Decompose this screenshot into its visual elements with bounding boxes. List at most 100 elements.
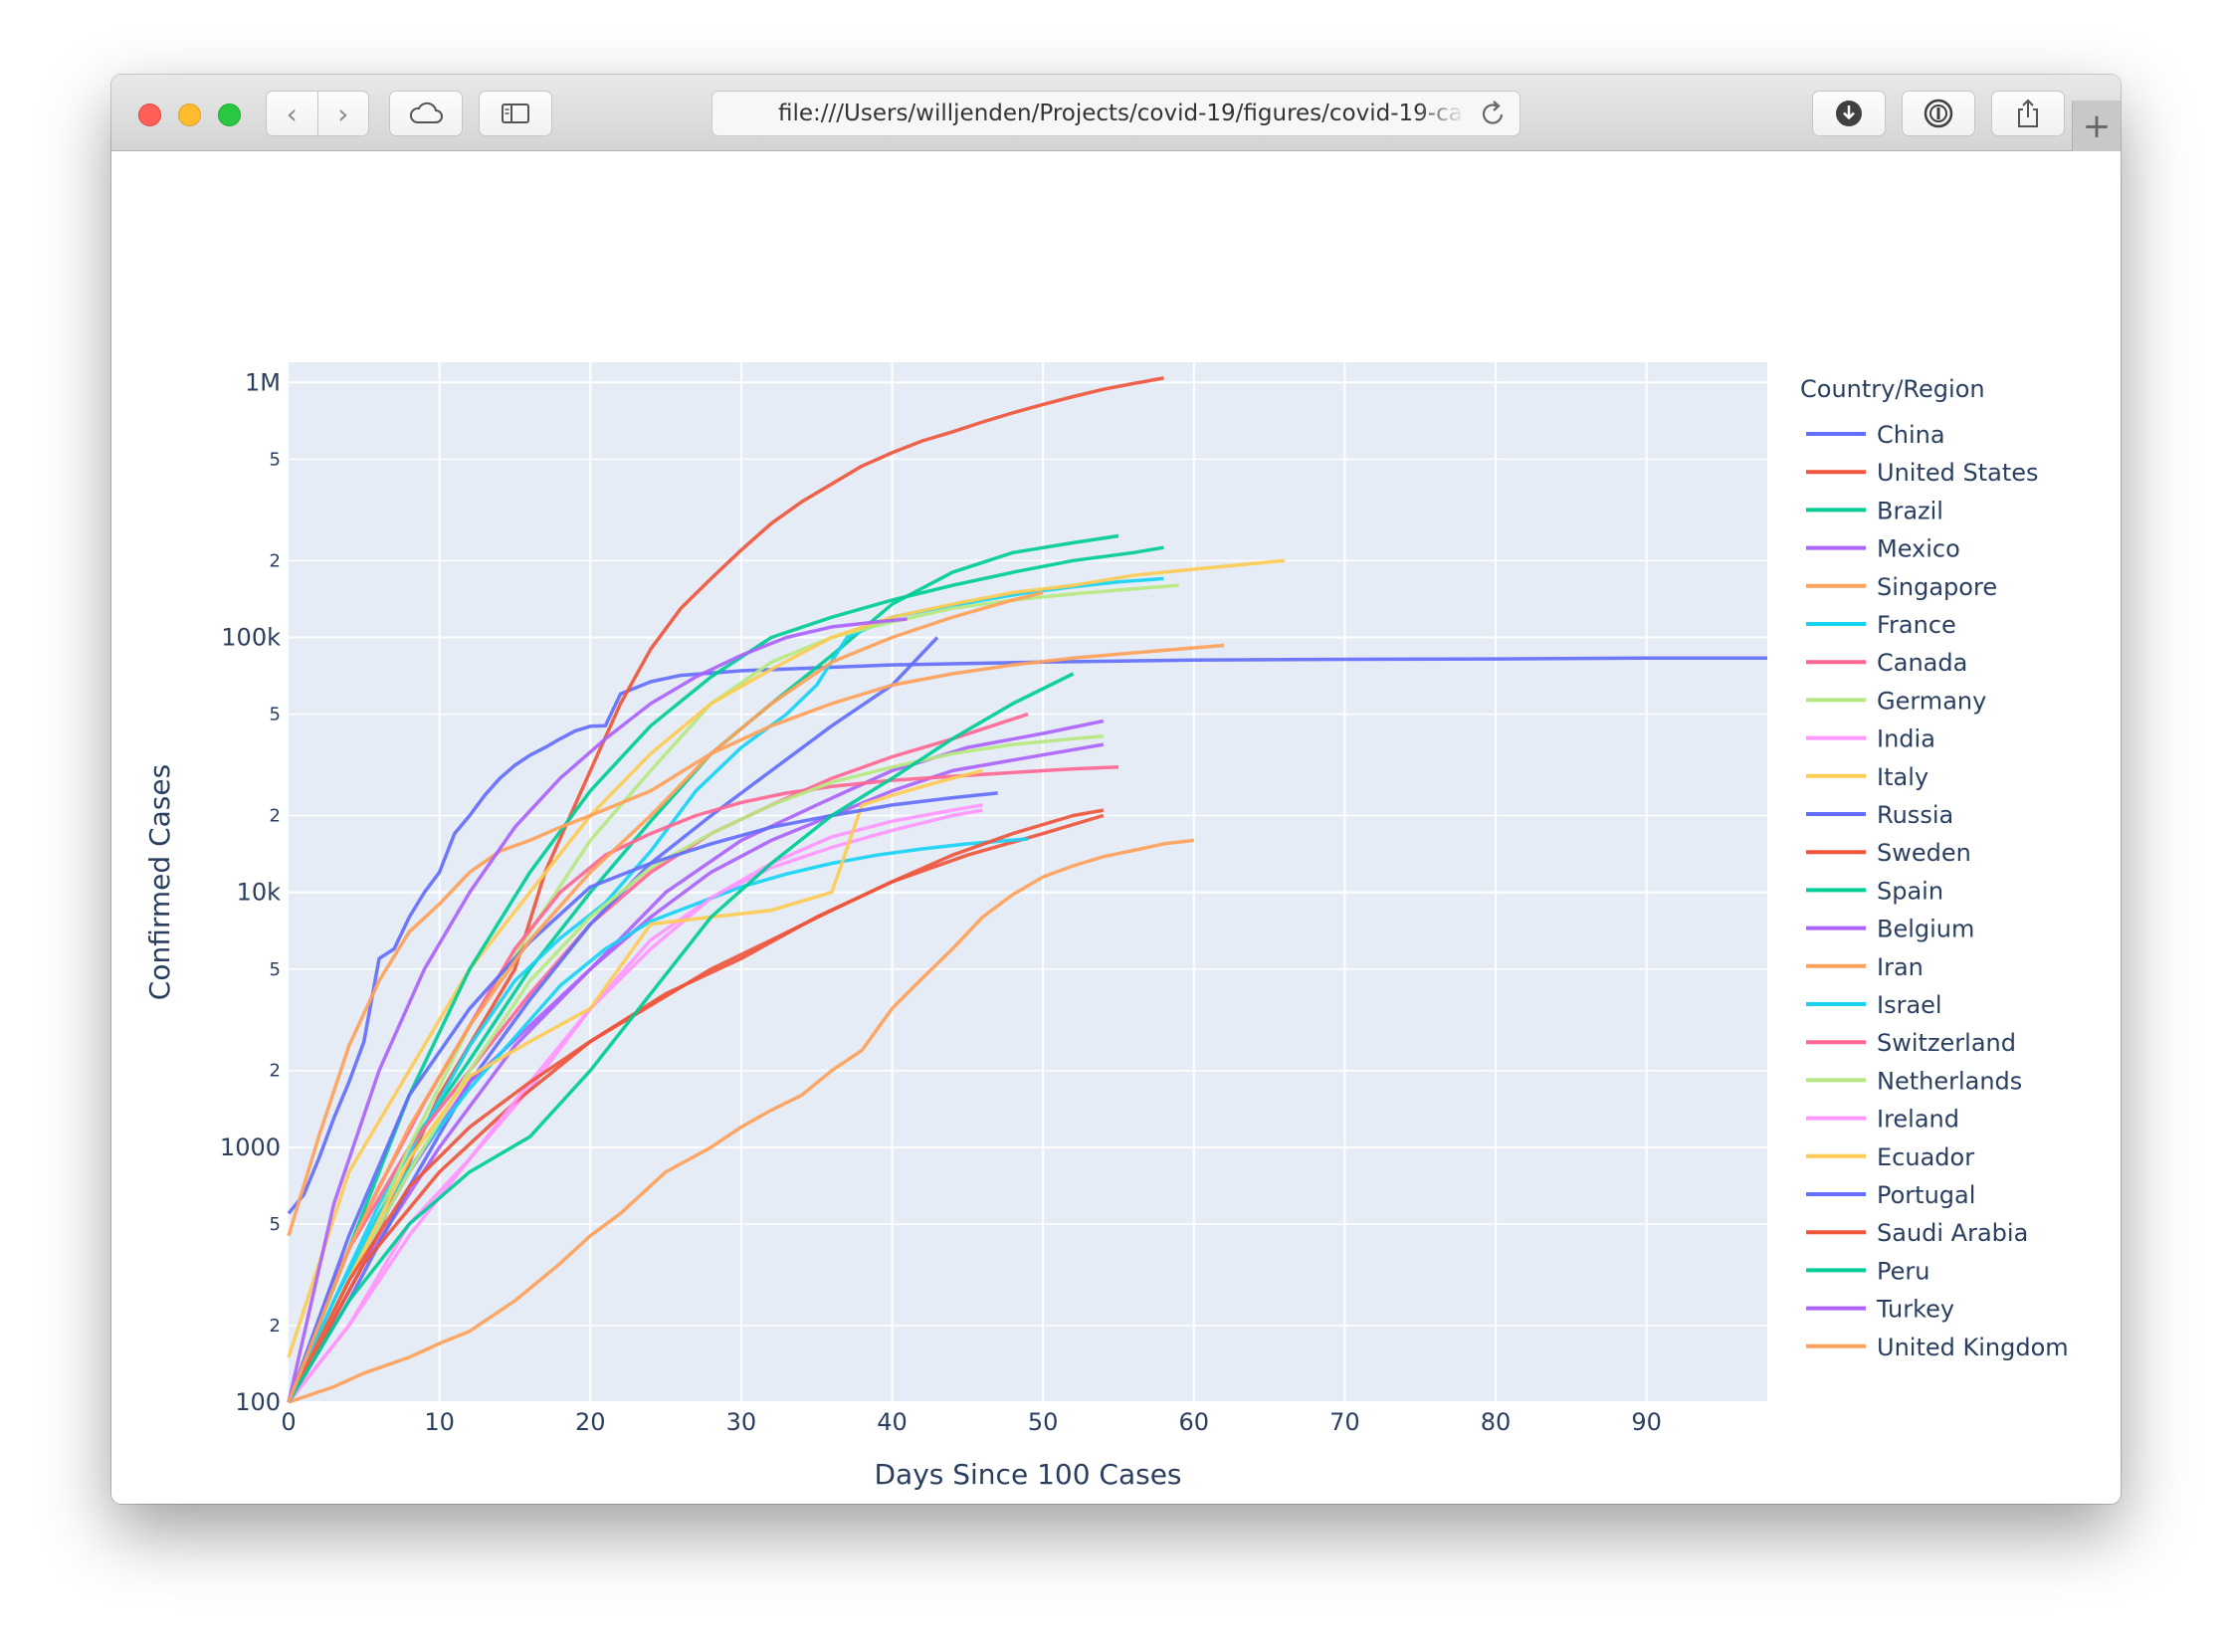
legend-item[interactable]: Iran: [1806, 953, 1924, 981]
zoom-window-button[interactable]: [218, 103, 241, 126]
legend-item[interactable]: Spain: [1806, 877, 1943, 905]
legend-label: United Kingdom: [1877, 1334, 2069, 1361]
series-line: [287, 813, 1105, 1403]
plot-background: [289, 362, 1767, 1402]
legend-label: Turkey: [1876, 1296, 1954, 1324]
series-line: [287, 583, 1179, 1403]
y-tick-label: 2: [270, 550, 281, 571]
legend-label: Brazil: [1877, 497, 1943, 524]
legend-label: Germany: [1877, 687, 1986, 715]
series-line: [288, 838, 1195, 1404]
password-manager-button[interactable]: [1902, 91, 1975, 136]
legend-item[interactable]: Italy: [1806, 763, 1928, 791]
legend-label: Italy: [1877, 763, 1928, 791]
legend-label: Mexico: [1877, 535, 1960, 563]
legend-item[interactable]: Singapore: [1806, 573, 1997, 601]
y-axis-ticks: 100 2 5 1000 2 5 10k 2 5 100k 2 5 1M: [220, 368, 281, 1416]
legend-label: Switzerland: [1877, 1029, 2016, 1057]
legend-item[interactable]: Netherlands: [1806, 1067, 2022, 1095]
legend-item[interactable]: Peru: [1806, 1257, 1929, 1285]
series-line: [287, 808, 1105, 1403]
legend-label: Belgium: [1877, 916, 1974, 943]
forward-button[interactable]: ›: [318, 92, 369, 135]
legend-title: Country/Region: [1800, 375, 1985, 403]
legend-item[interactable]: India: [1806, 725, 1935, 753]
new-tab-button[interactable]: +: [2072, 101, 2121, 151]
legend-label: Canada: [1877, 649, 1967, 677]
legend-item[interactable]: Mexico: [1806, 535, 1960, 563]
legend-label: Portugal: [1877, 1181, 1975, 1209]
legend-item[interactable]: Sweden: [1806, 839, 1971, 867]
legend-item[interactable]: Portugal: [1806, 1181, 1975, 1209]
y-tick-label: 2: [270, 806, 281, 827]
share-button[interactable]: [1991, 91, 2065, 136]
downloads-button[interactable]: [1812, 91, 1886, 136]
y-tick-label: 5: [270, 959, 281, 980]
legend-item[interactable]: Israel: [1806, 991, 1942, 1019]
download-icon: [1836, 101, 1862, 126]
y-tick-label: 100k: [221, 623, 281, 651]
y-tick-label: 5: [270, 449, 281, 470]
legend-item[interactable]: Germany: [1806, 687, 1986, 715]
legend-item[interactable]: Russia: [1806, 801, 1953, 829]
legend-label: Iran: [1877, 953, 1924, 981]
minimize-window-button[interactable]: [178, 103, 201, 126]
series-line: [287, 643, 1225, 1237]
y-tick-label: 10k: [237, 879, 282, 907]
legend-label: Ecuador: [1877, 1143, 1974, 1171]
legend-item[interactable]: Brazil: [1806, 497, 1943, 524]
legend-item[interactable]: Canada: [1806, 649, 1967, 677]
x-tick-label: 10: [424, 1408, 455, 1436]
browser-window: ‹ › file:///Users/willjenden/Projects/co…: [111, 75, 2121, 1504]
y-tick-label: 5: [270, 1214, 281, 1235]
sidebar-button[interactable]: [479, 91, 552, 136]
x-tick-label: 40: [877, 1408, 908, 1436]
legend-item[interactable]: Turkey: [1806, 1296, 1954, 1324]
x-tick-label: 0: [281, 1408, 296, 1436]
x-axis-ticks: 0 10 20 30 40 50 60 70 80 90: [281, 1408, 1662, 1436]
y-tick-label: 2: [270, 1316, 281, 1337]
chevron-left-icon: ‹: [286, 97, 298, 130]
legend-label: Israel: [1877, 991, 1942, 1019]
reload-icon[interactable]: [1478, 98, 1508, 129]
legend-item[interactable]: United States: [1806, 459, 2039, 487]
address-bar-url[interactable]: file:///Users/willjenden/Projects/covid-…: [778, 101, 1465, 126]
legend-item[interactable]: Ecuador: [1806, 1143, 1974, 1171]
close-window-button[interactable]: [138, 103, 161, 126]
y-tick-label: 5: [270, 705, 281, 725]
series-line: [287, 558, 1285, 1358]
legend-label: China: [1877, 421, 1945, 449]
back-button[interactable]: ‹: [267, 92, 318, 135]
legend-label: Russia: [1877, 801, 1953, 829]
legend-item[interactable]: Saudi Arabia: [1806, 1219, 2028, 1247]
x-tick-label: 30: [726, 1408, 757, 1436]
y-tick-label: 1000: [220, 1134, 281, 1161]
series-line: [287, 672, 1075, 1403]
legend-label: United States: [1877, 459, 2039, 487]
plus-icon: +: [2082, 105, 2112, 146]
series-line: [287, 733, 1104, 1403]
icloud-tabs-button[interactable]: [389, 91, 463, 136]
chevron-right-icon: ›: [337, 97, 349, 130]
legend-label: Peru: [1877, 1257, 1929, 1285]
legend-item[interactable]: United Kingdom: [1806, 1334, 2069, 1361]
legend-item[interactable]: China: [1806, 421, 1945, 449]
series-line: [287, 803, 983, 1404]
x-tick-label: 80: [1481, 1408, 1512, 1436]
page-content: 100 2 5 1000 2 5 10k 2 5 100k 2 5 1M 0 10 20 30 40 50 60 70…: [111, 151, 2121, 1504]
legend-label: India: [1877, 725, 1935, 753]
y-tick-label: 100: [235, 1388, 281, 1416]
series-line: [287, 719, 1105, 1403]
legend-item[interactable]: Belgium: [1806, 916, 1974, 943]
legend-label: Spain: [1877, 877, 1943, 905]
legend-item[interactable]: Ireland: [1806, 1106, 1959, 1134]
y-tick-label: 1M: [245, 368, 281, 396]
legend-item[interactable]: Switzerland: [1806, 1029, 2016, 1057]
x-tick-label: 20: [575, 1408, 606, 1436]
legend-item[interactable]: France: [1806, 611, 1956, 639]
series-line: [287, 576, 1164, 1403]
x-axis-title: Days Since 100 Cases: [874, 1458, 1181, 1491]
x-tick-label: 50: [1028, 1408, 1059, 1436]
legend-label: Saudi Arabia: [1877, 1219, 2028, 1247]
address-bar[interactable]: file:///Users/willjenden/Projects/covid-…: [711, 91, 1521, 136]
